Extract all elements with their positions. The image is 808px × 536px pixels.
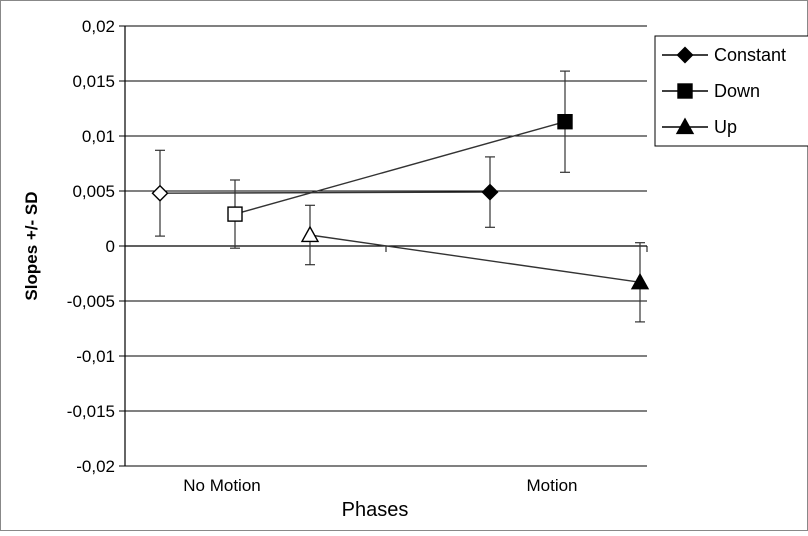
legend-item-up: Up xyxy=(662,117,737,137)
y-axis-title: Slopes +/- SD xyxy=(22,191,41,300)
legend-label: Up xyxy=(714,117,737,137)
y-tick-label: -0,02 xyxy=(76,457,115,476)
y-axis-ticks: 0,02 0,015 0,01 0,005 0 -0,005 -0,01 -0,015 -0,0… xyxy=(67,17,125,476)
y-tick-label: 0,005 xyxy=(72,182,115,201)
data-point xyxy=(481,183,499,201)
legend-marker xyxy=(675,117,695,135)
legend-marker xyxy=(677,83,693,99)
data-point xyxy=(300,225,320,243)
series-down xyxy=(227,70,573,249)
data-point xyxy=(151,184,169,202)
grid-lines xyxy=(125,25,647,467)
legend-item-down: Down xyxy=(662,81,760,101)
x-axis-ticks: No Motion Motion xyxy=(124,245,648,495)
y-tick-label: 0 xyxy=(106,237,115,256)
legend-label: Down xyxy=(714,81,760,101)
series-line xyxy=(234,121,566,215)
series-line xyxy=(309,234,641,283)
series-line xyxy=(159,191,491,194)
y-tick-label: -0,005 xyxy=(67,292,115,311)
data-point xyxy=(557,113,573,130)
y-tick-label: 0,02 xyxy=(82,17,115,36)
series-constant xyxy=(151,149,499,237)
y-tick-label: 0,01 xyxy=(82,127,115,146)
x-category-label: Motion xyxy=(526,476,577,495)
series-up xyxy=(300,204,650,323)
y-tick-label: 0,015 xyxy=(72,72,115,91)
legend: Constant Down Up xyxy=(654,35,808,147)
data-point xyxy=(630,272,650,290)
y-tick-label: -0,01 xyxy=(76,347,115,366)
series-layer xyxy=(151,70,650,323)
x-category-label: No Motion xyxy=(183,476,260,495)
data-point xyxy=(227,206,243,222)
y-tick-label: -0,015 xyxy=(67,402,115,421)
x-axis-title: Phases xyxy=(342,499,409,521)
legend-marker xyxy=(676,46,694,64)
legend-label: Constant xyxy=(714,45,786,65)
legend-item-constant: Constant xyxy=(662,45,786,65)
